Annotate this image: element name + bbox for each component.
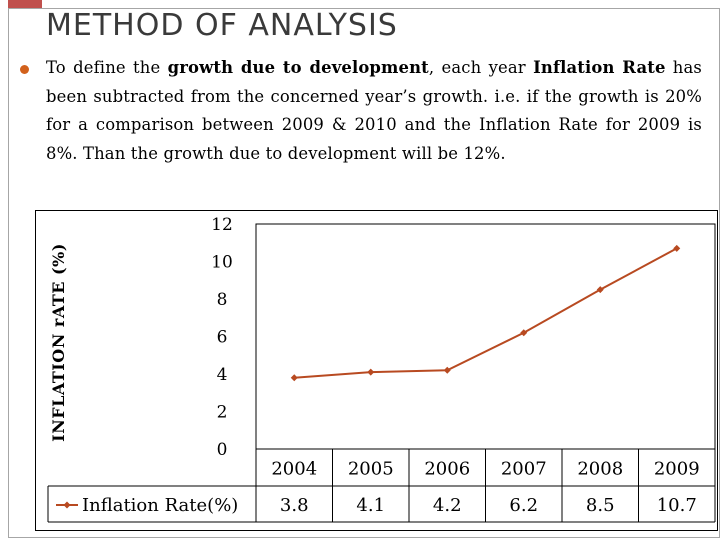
- inflation-line-chart: 0 2 4 6 8 10 12 INFLATION rATE (%) 2004 2005 2006 2…: [47, 215, 716, 523]
- x-category-label: 2004: [271, 459, 317, 480]
- data-table-value: 10.7: [657, 495, 697, 516]
- x-category-label: 2009: [654, 459, 700, 480]
- data-table-value: 6.2: [509, 495, 538, 516]
- data-table-value: 4.1: [356, 495, 385, 516]
- legend-marker-key: [63, 501, 71, 509]
- y-tick-label: 4: [217, 365, 228, 385]
- legend-series-name: Inflation Rate(%): [82, 495, 238, 516]
- data-point-marker: [596, 286, 604, 294]
- y-tick-label: 0: [217, 440, 228, 460]
- bullet-paragraph: To define the growth due to development,…: [46, 54, 702, 168]
- slide-title: METHOD OF ANALYSIS: [46, 8, 398, 43]
- data-point-marker: [443, 366, 451, 374]
- y-tick-label: 12: [211, 215, 233, 235]
- x-category-label: 2008: [577, 459, 623, 480]
- x-category-label: 2007: [501, 459, 547, 480]
- bullet-text-part1: To define the: [46, 58, 168, 77]
- y-tick-label: 8: [217, 290, 228, 310]
- data-table-value: 3.8: [280, 495, 309, 516]
- data-point-marker: [367, 368, 375, 376]
- bullet-icon: [20, 65, 29, 74]
- x-category-label: 2006: [424, 459, 470, 480]
- slide-frame: [8, 8, 720, 538]
- x-category-label: 2005: [348, 459, 394, 480]
- bullet-bold-inflation: Inflation Rate: [533, 58, 666, 77]
- data-table-value: 4.2: [433, 495, 462, 516]
- y-tick-label: 2: [217, 403, 228, 423]
- data-point-marker: [520, 329, 528, 337]
- title-accent-bar: [8, 0, 42, 8]
- y-tick-label: 10: [211, 253, 233, 273]
- data-point-marker: [673, 244, 681, 252]
- bullet-text-part3: has been subtracted from the concerned y…: [46, 58, 702, 163]
- y-tick-label: 6: [217, 328, 228, 348]
- bullet-bold-growth: growth due to development: [167, 58, 429, 77]
- chart-container: 0 2 4 6 8 10 12 INFLATION rATE (%) 2004 2005 2006 2…: [35, 210, 718, 531]
- y-axis-title: INFLATION rATE (%): [49, 243, 68, 442]
- series-line: [294, 247, 678, 379]
- data-point-marker: [290, 374, 298, 382]
- title-accent-rect: [8, 0, 42, 8]
- plot-area-border: [255, 223, 716, 450]
- data-table-value: 8.5: [586, 495, 615, 516]
- bullet-text-part2: , each year: [428, 58, 534, 77]
